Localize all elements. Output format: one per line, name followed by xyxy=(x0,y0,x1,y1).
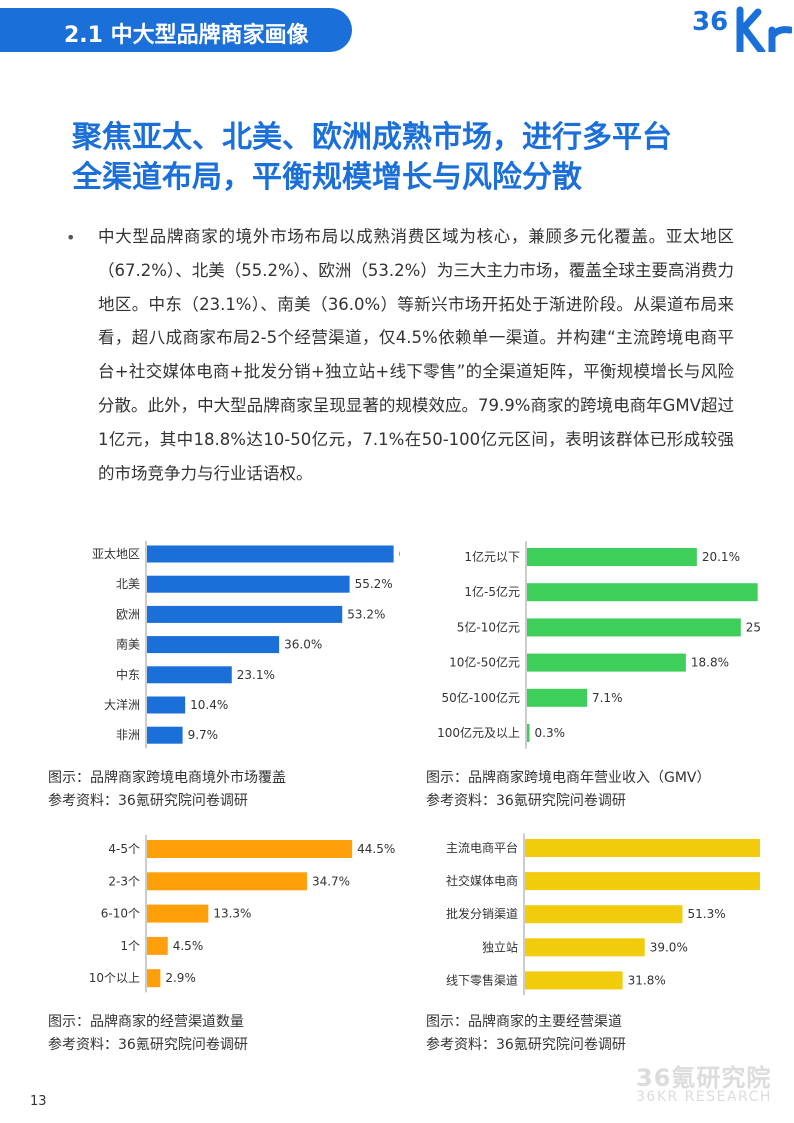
chart-data-label: 20.1% xyxy=(702,550,740,564)
chart-bar xyxy=(147,904,209,923)
chart-tick-label: 独立站 xyxy=(482,939,518,954)
chart-tick-label: 1亿-5亿元 xyxy=(464,584,520,599)
chart-tick-label: 10个以上 xyxy=(89,971,140,985)
chart-tick-label: 2-3个 xyxy=(108,874,140,888)
chart-caption-channel-count: 图示：品牌商家的经营渠道数量 xyxy=(48,1014,244,1030)
chart-tick-label: 线下零售渠道 xyxy=(446,972,518,987)
chart-data-label: 2.9% xyxy=(165,971,196,985)
chart-bar xyxy=(525,872,760,891)
chart-annual-gmv: 1亿元以下20.1%1亿-5亿元27.3%5亿-10亿元25.3%10亿-50亿… xyxy=(437,541,760,749)
chart-data-label: 9.7% xyxy=(188,728,219,742)
chart-tick-label: 10亿-50亿元 xyxy=(449,655,520,670)
chart-bar xyxy=(147,936,168,955)
chart-caption-markets: 图示：品牌商家跨境电商境外市场覆盖 xyxy=(48,770,286,786)
section-title: 2.1 中大型品牌商家画像 xyxy=(64,23,309,48)
chart-data-label: 36.0% xyxy=(284,638,322,652)
chart-bar xyxy=(527,618,741,637)
chart-bar xyxy=(525,971,623,990)
chart-data-label: 10.4% xyxy=(190,698,228,712)
chart-bar xyxy=(527,653,686,672)
chart-tick-label: 批发分销渠道 xyxy=(446,906,518,921)
chart-bar xyxy=(527,548,697,566)
chart-data-label: 18.8% xyxy=(691,656,729,670)
chart-bar xyxy=(147,726,183,744)
chart-data-label: 53.2% xyxy=(347,607,385,621)
chart-source-markets: 参考资料：36氪研究院问卷调研 xyxy=(48,793,248,809)
chart-bar xyxy=(525,905,683,924)
chart-bar xyxy=(147,545,394,563)
chart-tick-label: 社交媒体电商 xyxy=(446,873,518,888)
chart-bar xyxy=(147,666,232,684)
chart-bar xyxy=(527,724,530,742)
chart-source-main-channels: 参考资料：36氪研究院问卷调研 xyxy=(426,1037,626,1053)
watermark-logo-en: 36KR RESEARCH xyxy=(636,1089,772,1105)
header-bar: 2.1 中大型品牌商家画像 36 xyxy=(0,0,794,53)
chart-bar xyxy=(525,839,760,857)
chart-data-label: 7.1% xyxy=(592,691,623,705)
chart-tick-label: 南美 xyxy=(116,637,140,652)
bullet-marker: • xyxy=(66,228,76,247)
chart-channel-count: 4-5个 44.5% 2-3个 34.7% 6-10个 13.3% 1个 4.5% 10个以上 2… xyxy=(89,834,395,993)
chart-bar xyxy=(527,583,758,602)
chart-tick-label: 5亿-10亿元 xyxy=(457,619,520,634)
chart-tick-label: 亚太地区 xyxy=(92,546,140,561)
chart-tick-label: 主流电商平台 xyxy=(446,840,518,855)
chart-data-label: 23.1% xyxy=(237,668,275,682)
chart-caption-main-channels: 图示：品牌商家的主要经营渠道 xyxy=(426,1014,622,1030)
section-tab xyxy=(0,8,352,52)
chart-source-gmv: 参考资料：36氪研究院问卷调研 xyxy=(426,793,626,809)
chart-source-channel-count: 参考资料：36氪研究院问卷调研 xyxy=(48,1037,248,1053)
chart-data-label: 4.5% xyxy=(173,939,204,953)
chart-bar xyxy=(525,938,645,957)
chart-tick-label: 1个 xyxy=(120,939,140,953)
chart-tick-label: 北美 xyxy=(116,577,140,591)
chart-data-label: 44.5% xyxy=(357,842,395,856)
chart-caption-gmv: 图示：品牌商家跨境电商年营业收入（GMV） xyxy=(426,770,711,786)
chart-tick-label: 1亿元以下 xyxy=(464,549,520,564)
chart-tick-label: 50亿-100亿元 xyxy=(441,690,520,705)
chart-tick-label: 大洋洲 xyxy=(104,697,140,712)
chart-data-label: 0.3% xyxy=(535,726,566,740)
chart-bar xyxy=(147,636,280,654)
headline-line-2: 全渠道布局，平衡规模增长与风险分散 xyxy=(72,160,582,195)
chart-data-label: 13.3% xyxy=(213,907,251,921)
chart-tick-label: 中东 xyxy=(116,667,140,682)
chart-data-label: 25.3% xyxy=(746,620,760,634)
brand-logo: 36 xyxy=(692,6,792,52)
chart-data-label: 34.7% xyxy=(312,874,350,888)
chart-bar xyxy=(527,688,587,707)
chart-data-label: 55.2% xyxy=(355,577,393,591)
page-number: 13 xyxy=(30,1094,47,1109)
chart-bar xyxy=(147,696,186,714)
chart-bar xyxy=(147,605,343,623)
chart-bar xyxy=(147,840,353,858)
chart-data-label: 39.0% xyxy=(650,940,688,954)
chart-overseas-markets: 亚太地区 67.2% 北美 55.2% 欧洲 53.2% 南美 36.0% 中东 23.1% 大洋洲… xyxy=(92,540,400,749)
chart-tick-label: 4-5个 xyxy=(108,842,140,856)
headline-line-1: 聚焦亚太、北美、欧洲成熟市场，进行多平台 xyxy=(72,120,672,155)
chart-data-label: 31.8% xyxy=(628,973,666,987)
chart-bar xyxy=(147,969,161,988)
chart-data-label: 67.2% xyxy=(399,547,400,561)
svg-text:36: 36 xyxy=(692,7,728,37)
chart-tick-label: 6-10个 xyxy=(101,907,140,921)
chart-tick-label: 100亿元及以上 xyxy=(437,725,520,740)
chart-data-label: 51.3% xyxy=(687,907,725,921)
chart-tick-label: 非洲 xyxy=(116,728,140,742)
body-paragraph: 中大型品牌商家的境外市场布局以成熟消费区域为核心，兼顾多元化覆盖。亚太地区（67… xyxy=(98,227,734,483)
chart-tick-label: 欧洲 xyxy=(116,607,140,621)
chart-main-channels: 主流电商平台83.4%社交媒体电商77.3%批发分销渠道51.3%独立站39.0… xyxy=(446,833,760,995)
chart-bar xyxy=(147,872,307,891)
chart-bar xyxy=(147,575,350,593)
watermark-logo-cn: 36氪研究院 xyxy=(636,1064,772,1092)
